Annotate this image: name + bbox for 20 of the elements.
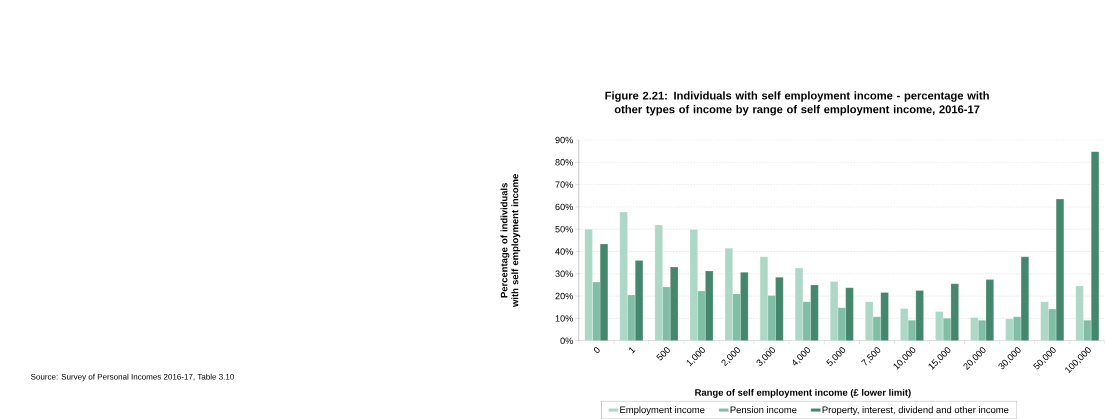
y-axis-title: Percentage of individuals with self employment income (500, 174, 521, 307)
y-tick-label: 0% (560, 337, 573, 344)
legend-label: Pension income (730, 406, 797, 414)
x-tick-label: 1 (629, 347, 636, 354)
legend-label: Employment income (620, 406, 705, 415)
y-tick-label: 30% (555, 270, 573, 277)
y-tick-label: 50% (555, 225, 573, 233)
y-tick-label: 40% (555, 248, 573, 255)
y-tick-label: 60% (555, 203, 573, 211)
y-tick-label: 90% (555, 136, 573, 144)
x-tick-label: 0 (593, 347, 600, 353)
x-tick-label: 500 (656, 347, 670, 361)
y-tick-label: 80% (555, 158, 573, 166)
source-note: Source: Survey of Personal Incomes 2016-17, Table 3.10 (30, 373, 234, 382)
y-tick-label: 20% (555, 292, 573, 300)
y-tick-label: 10% (555, 315, 573, 322)
legend-label: Property, interest, dividend and other income (822, 406, 1009, 415)
y-tick-label: 70% (555, 181, 573, 188)
chart-title: Figure 2.21: Individuals with self employment income - percentage with other types of income by range of self employment income, 2016-17 (605, 91, 989, 116)
x-axis-title: Range of self employment income (£ lower limit) (695, 388, 911, 398)
